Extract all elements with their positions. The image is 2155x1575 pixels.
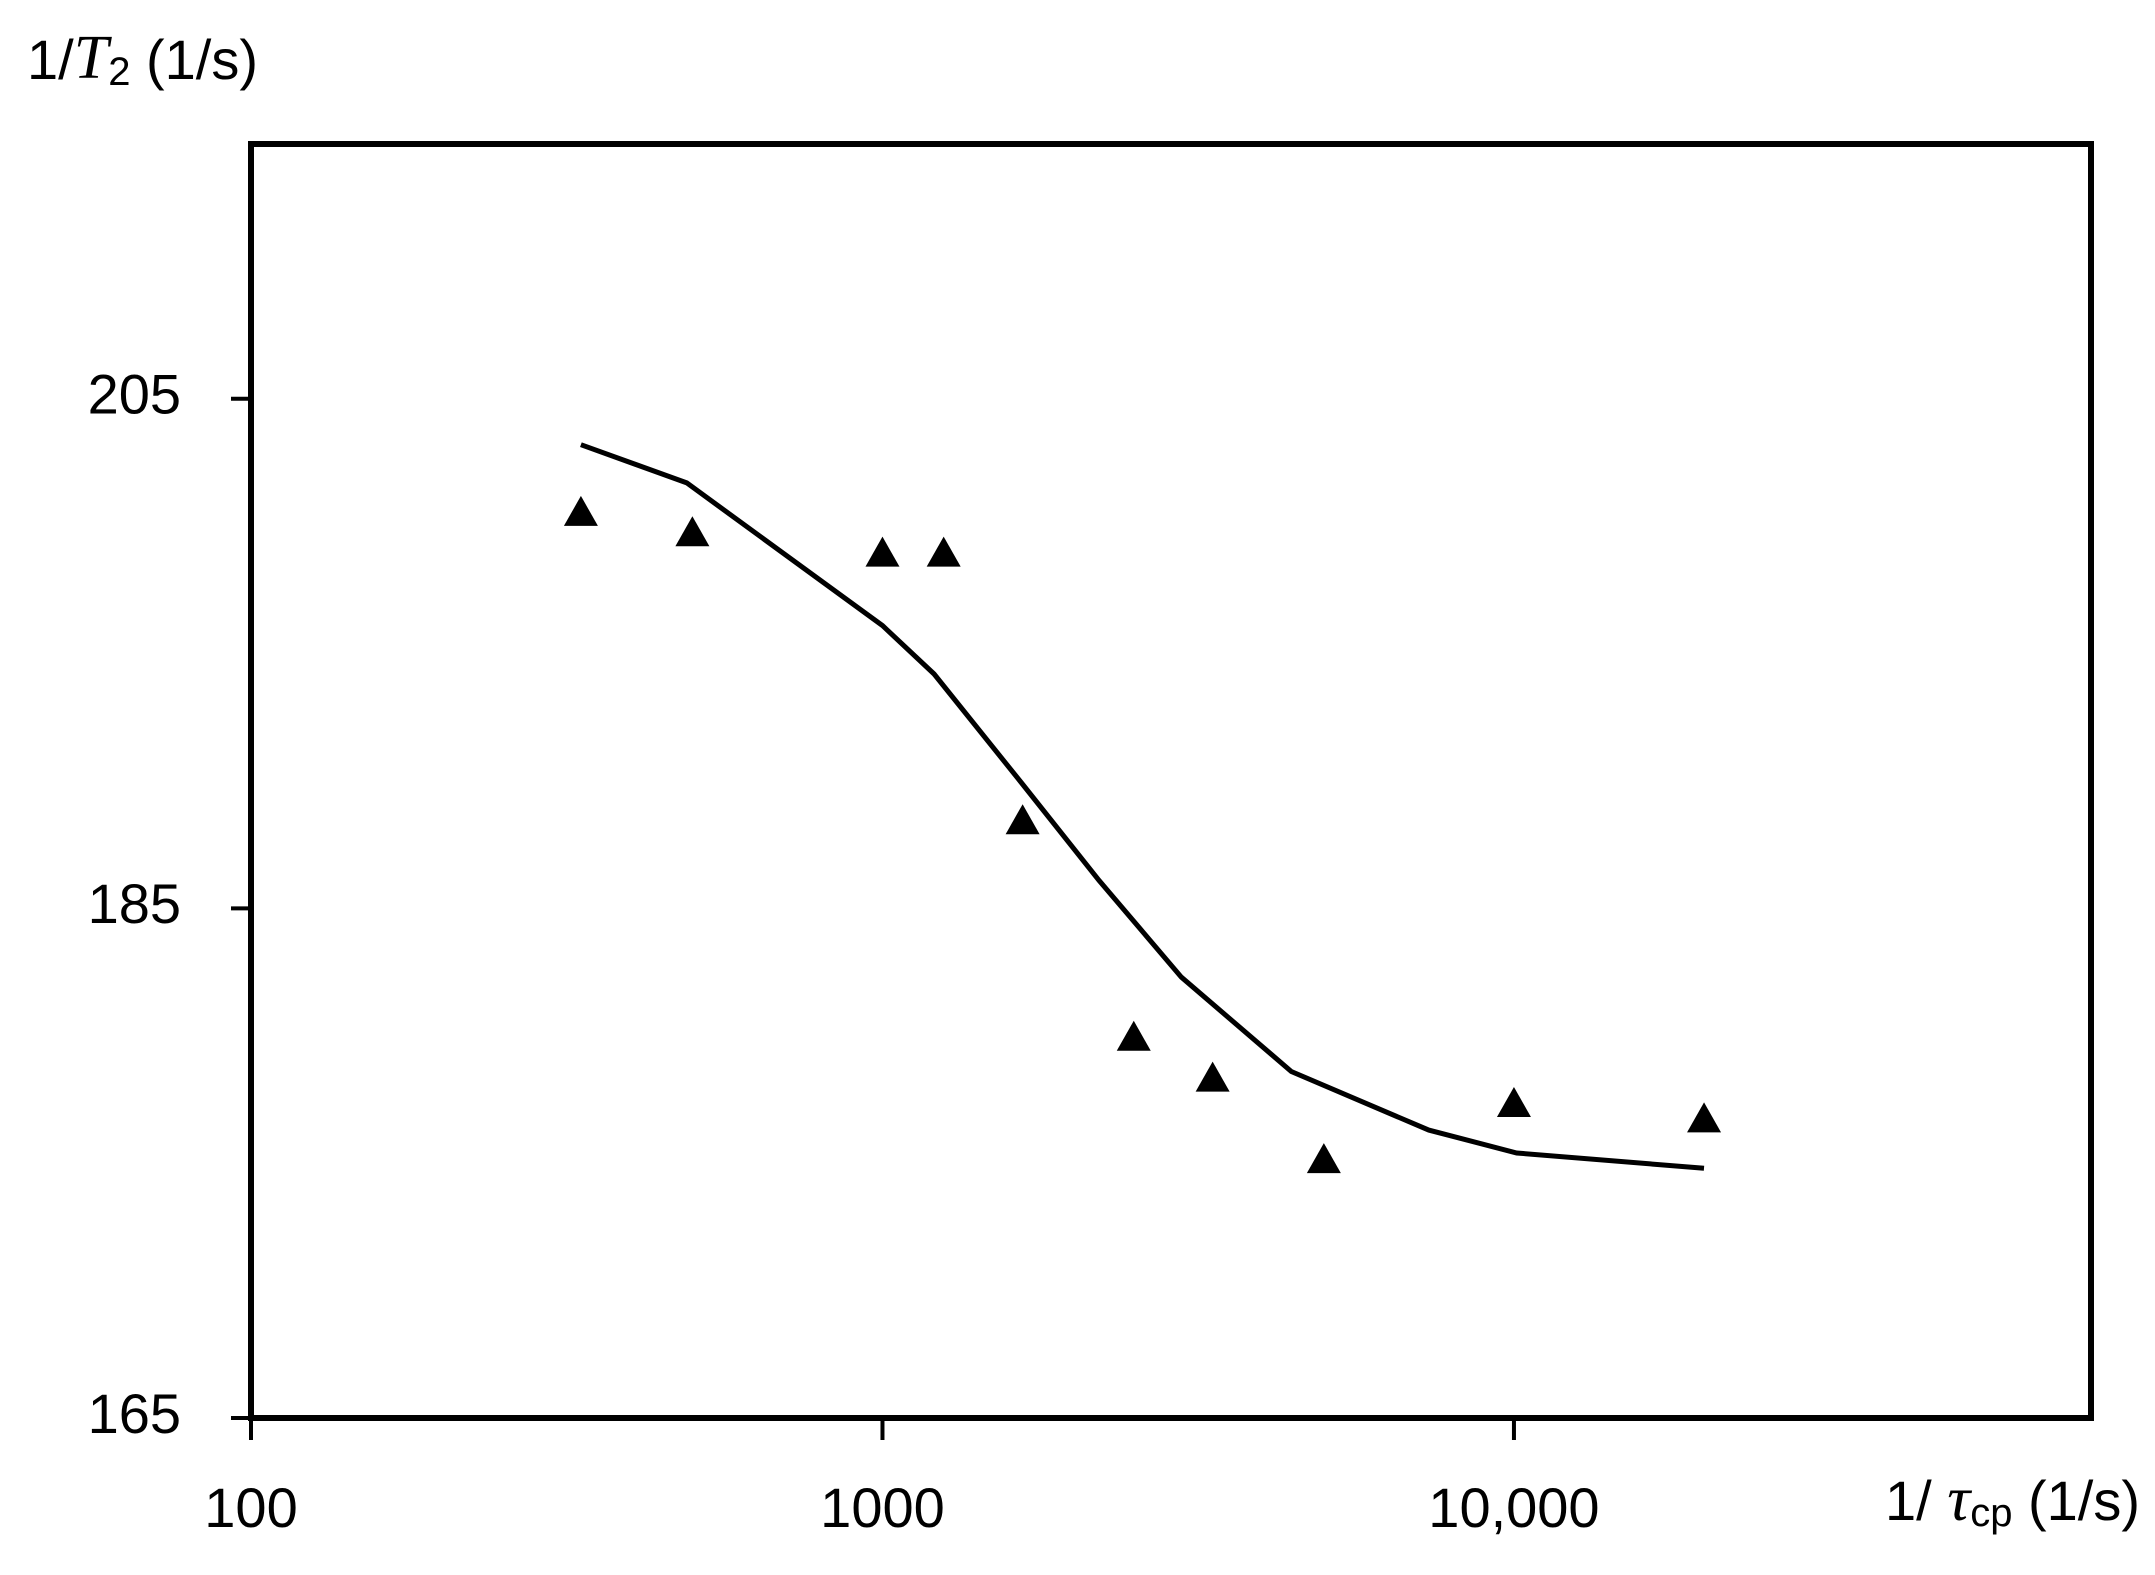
- x-label-part: (1/s): [2012, 1469, 2140, 1532]
- triangle-marker: [1005, 804, 1040, 835]
- triangle-marker: [926, 536, 961, 567]
- triangle-marker: [1306, 1143, 1341, 1174]
- y-label-part: (1/s): [130, 28, 258, 91]
- triangle-marker: [1116, 1020, 1151, 1051]
- y-label-part: T: [74, 24, 113, 92]
- x-tick-label: 10,000: [1428, 1476, 1599, 1539]
- triangle-marker: [1195, 1061, 1230, 1092]
- y-tick-label: 185: [88, 872, 181, 935]
- y-axis-label: 1/T2 (1/s): [27, 24, 258, 93]
- x-label-part: 1/: [1885, 1469, 1947, 1532]
- triangle-marker: [1687, 1102, 1722, 1133]
- x-tick-label: 100: [204, 1476, 297, 1539]
- x-label-part: τ: [1947, 1463, 1972, 1534]
- y-label-part: 2: [108, 50, 130, 94]
- x-label-part: cp: [1970, 1491, 2012, 1535]
- y-tick-label: 165: [88, 1382, 181, 1445]
- fit-line: [580, 442, 1705, 1171]
- plot-frame: [248, 141, 2094, 1421]
- triangle-marker: [563, 495, 598, 526]
- triangle-marker: [865, 536, 900, 567]
- x-axis-label: 1/ τcp (1/s): [1885, 1463, 2140, 1535]
- y-label-part: 1/: [27, 28, 74, 91]
- y-tick-label: 205: [88, 363, 181, 426]
- x-tick-label: 1000: [820, 1476, 945, 1539]
- triangle-marker: [1496, 1087, 1531, 1118]
- triangle-marker: [675, 516, 710, 547]
